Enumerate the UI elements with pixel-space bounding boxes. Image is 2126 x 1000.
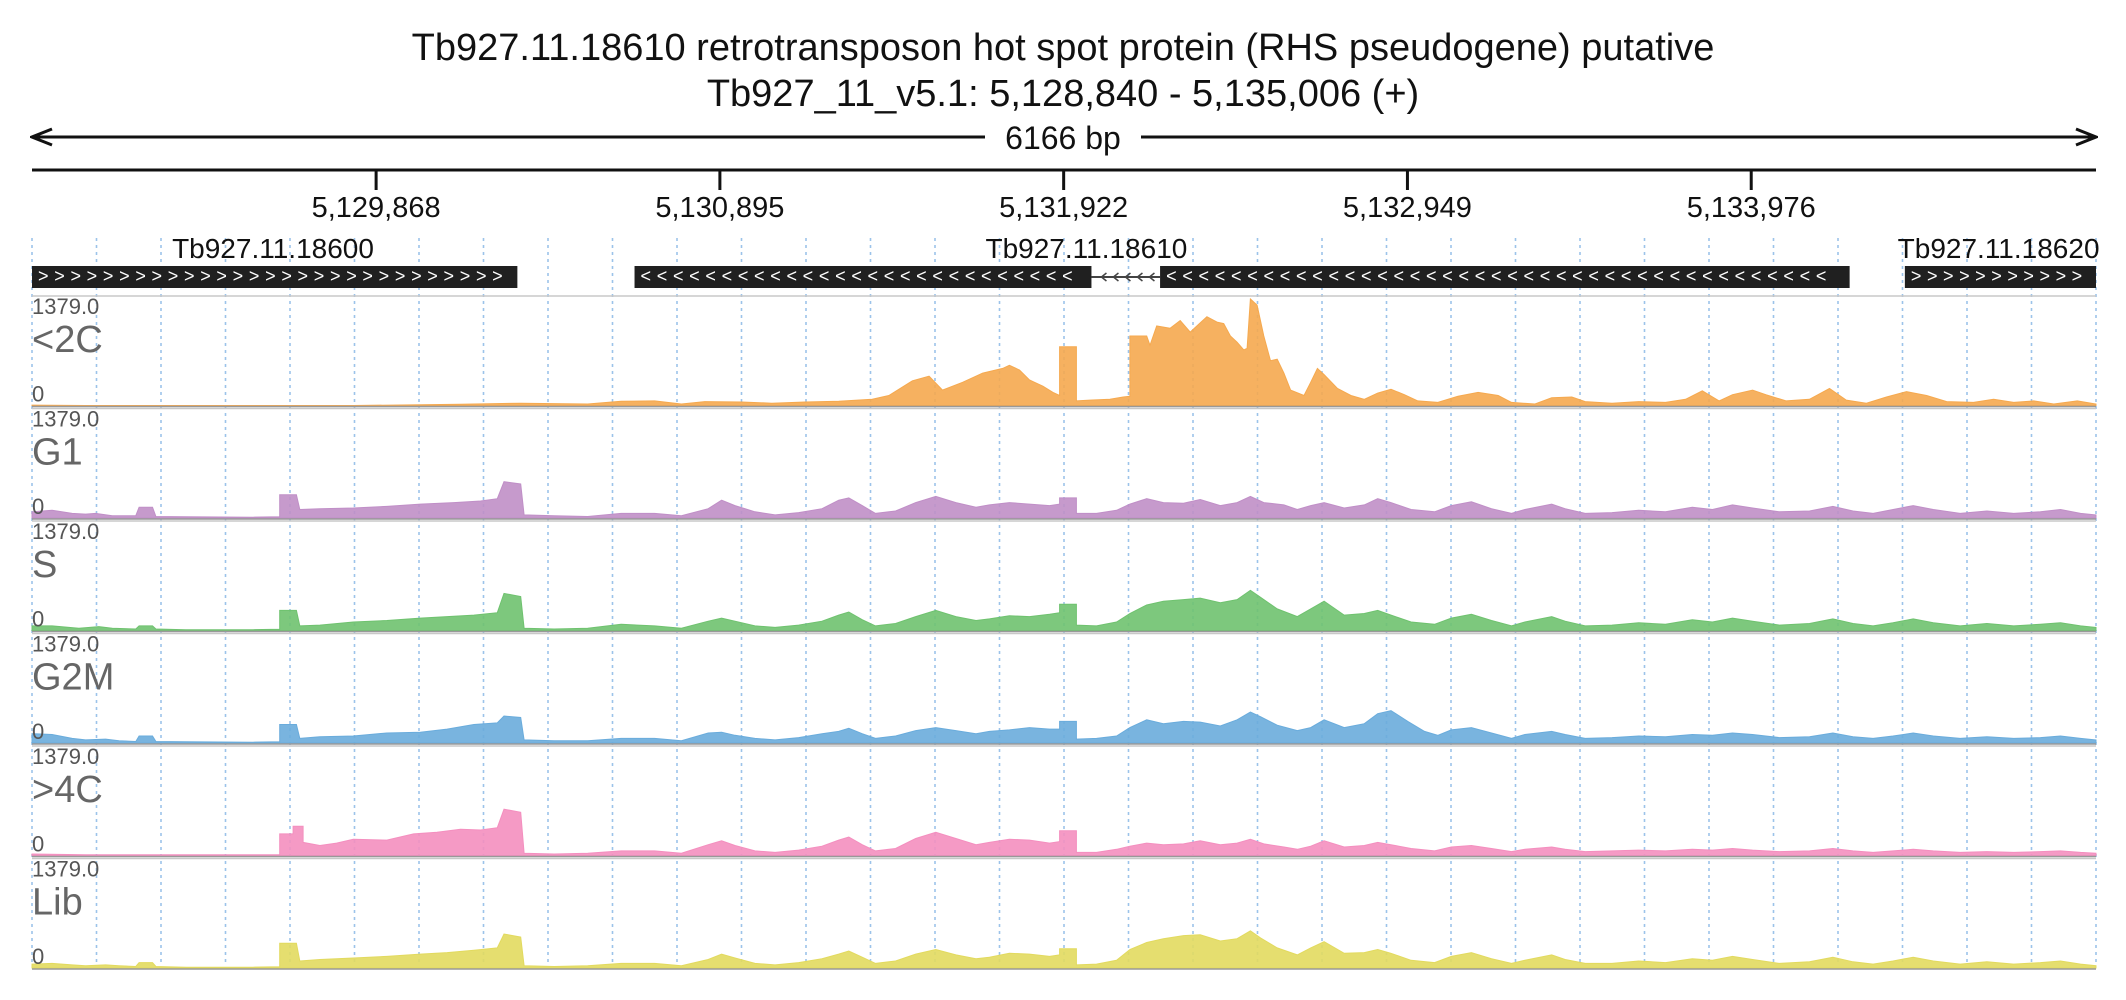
gene-label: Tb927.11.18610 bbox=[985, 233, 1187, 264]
track-ymax-label: 1379.0 bbox=[32, 632, 99, 657]
track-ymax-label: 1379.0 bbox=[32, 407, 99, 432]
track-name: <2C bbox=[32, 319, 103, 361]
intron-chevron bbox=[1124, 272, 1131, 282]
coverage-area bbox=[31, 930, 2097, 969]
intron-chevron bbox=[1100, 272, 1107, 282]
coverage-area bbox=[31, 481, 2097, 519]
track-ymin-label: 0 bbox=[32, 832, 44, 857]
coverage-area bbox=[31, 589, 2097, 631]
track-ymin-label: 0 bbox=[32, 944, 44, 969]
exon-block bbox=[1160, 266, 1850, 288]
gene-annotation-track: >>>>>>>>>>>>>>>>>>>>>>>>>>>>>Tb927.11.18… bbox=[32, 233, 2100, 288]
coverage-tracks: 1379.00<2C1379.00G11379.00S1379.00G2M137… bbox=[31, 294, 2097, 970]
track-ymax-label: 1379.0 bbox=[32, 519, 99, 544]
track-name: Lib bbox=[32, 882, 83, 924]
track-name: S bbox=[32, 544, 57, 586]
ruler-tick-label: 5,131,922 bbox=[999, 192, 1128, 224]
ruler-tick-label: 5,133,976 bbox=[1687, 192, 1816, 224]
track-ymin-label: 0 bbox=[32, 607, 44, 632]
coverage-area bbox=[31, 710, 2097, 744]
span-label-bg bbox=[985, 118, 1141, 158]
intron-chevron bbox=[1148, 272, 1155, 282]
gene-label: Tb927.11.18600 bbox=[172, 233, 374, 264]
exon-block bbox=[1904, 266, 2096, 288]
exon-block bbox=[634, 266, 1092, 288]
coverage-area bbox=[31, 297, 2097, 406]
track-ymax-label: 1379.0 bbox=[32, 744, 99, 769]
track-ymin-label: 0 bbox=[32, 494, 44, 519]
ruler-tick-label: 5,130,895 bbox=[655, 192, 784, 224]
figure-title-line2: Tb927_11_v5.1: 5,128,840 - 5,135,006 (+) bbox=[707, 73, 1419, 115]
gene-label: Tb927.11.18620 bbox=[1898, 233, 2100, 264]
strand-chevrons: >>>>>>>>>>>>>>>>>>>>>>>>>>>>> bbox=[38, 266, 503, 286]
intron-chevron bbox=[1112, 272, 1119, 282]
coverage-area bbox=[31, 808, 2097, 856]
figure-title-line1: Tb927.11.18610 retrotransposon hot spot … bbox=[412, 27, 1715, 69]
track-ymax-label: 1379.0 bbox=[32, 294, 99, 319]
strand-chevrons: <<<<<<<<<<<<<<<<<<<<<<<<<<<<<<<<<<<<<<<<… bbox=[1166, 266, 1826, 286]
track-name: G1 bbox=[32, 432, 83, 474]
track-ymax-label: 1379.0 bbox=[32, 857, 99, 882]
ruler-tick-label: 5,129,868 bbox=[312, 192, 441, 224]
track-name: G2M bbox=[32, 657, 114, 699]
ruler-tick-label: 5,132,949 bbox=[1343, 192, 1472, 224]
track-name: >4C bbox=[32, 769, 103, 811]
strand-chevrons: >>>>>>>>>>> bbox=[1911, 266, 2082, 286]
ruler-ticks: 5,129,868 5,130,895 5,131,922 5,132,949 5,13… bbox=[312, 170, 1816, 224]
track-ymin-label: 0 bbox=[32, 382, 44, 407]
track-ymin-label: 0 bbox=[32, 719, 44, 744]
exon-block bbox=[32, 266, 518, 288]
span-label: 6166 bp bbox=[1005, 120, 1121, 156]
intron-chevron bbox=[1136, 272, 1143, 282]
